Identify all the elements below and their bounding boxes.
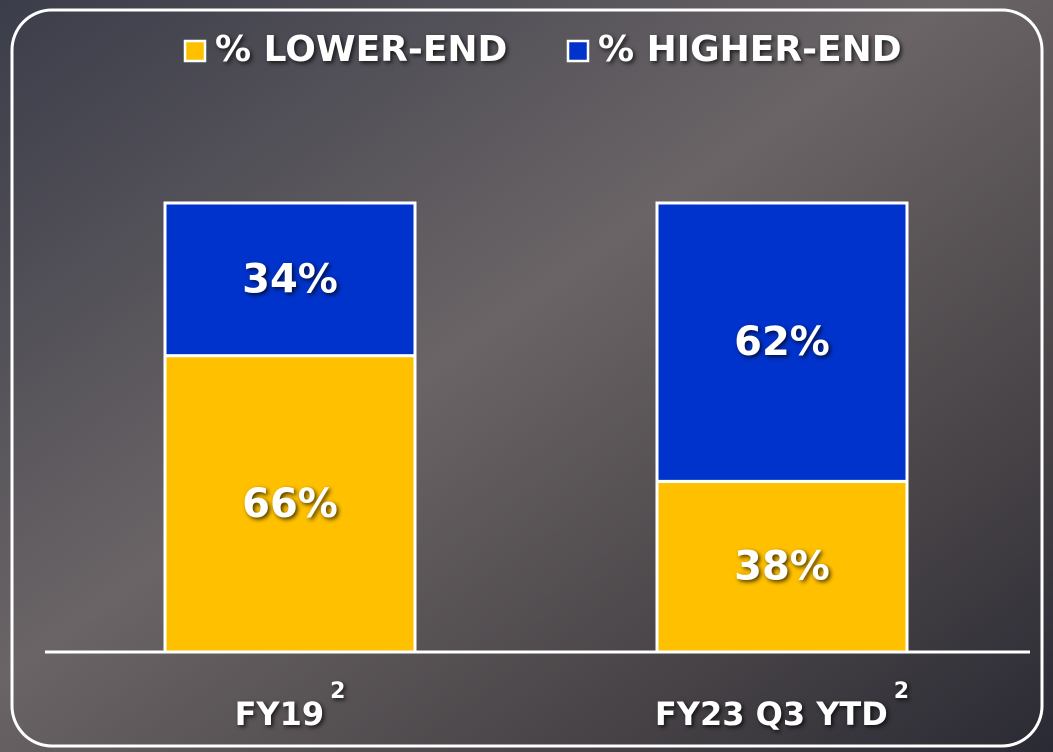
legend-swatch xyxy=(566,39,590,63)
x-tick-footnote: 2 xyxy=(894,679,909,704)
bar-segment xyxy=(163,354,417,654)
x-tick-label: FY23 Q3 YTD xyxy=(655,695,888,733)
data-label: 38% xyxy=(734,544,830,590)
bar-segment xyxy=(655,479,909,654)
x-tick-footnote: 2 xyxy=(330,679,345,704)
legend-label: % HIGHER-END xyxy=(598,29,902,70)
bar-segment xyxy=(655,201,909,483)
legend-swatch xyxy=(183,39,207,63)
data-label: 34% xyxy=(242,256,338,302)
x-tick-label: FY19 xyxy=(235,695,325,733)
plot-area: % LOWER-END% HIGHER-END66%34%FY19238%62%… xyxy=(45,29,1030,733)
frame xyxy=(10,8,1044,748)
legend-label: % LOWER-END xyxy=(215,29,507,70)
data-label: 62% xyxy=(734,319,830,365)
bar-segment xyxy=(163,201,417,358)
data-label: 66% xyxy=(242,481,338,527)
